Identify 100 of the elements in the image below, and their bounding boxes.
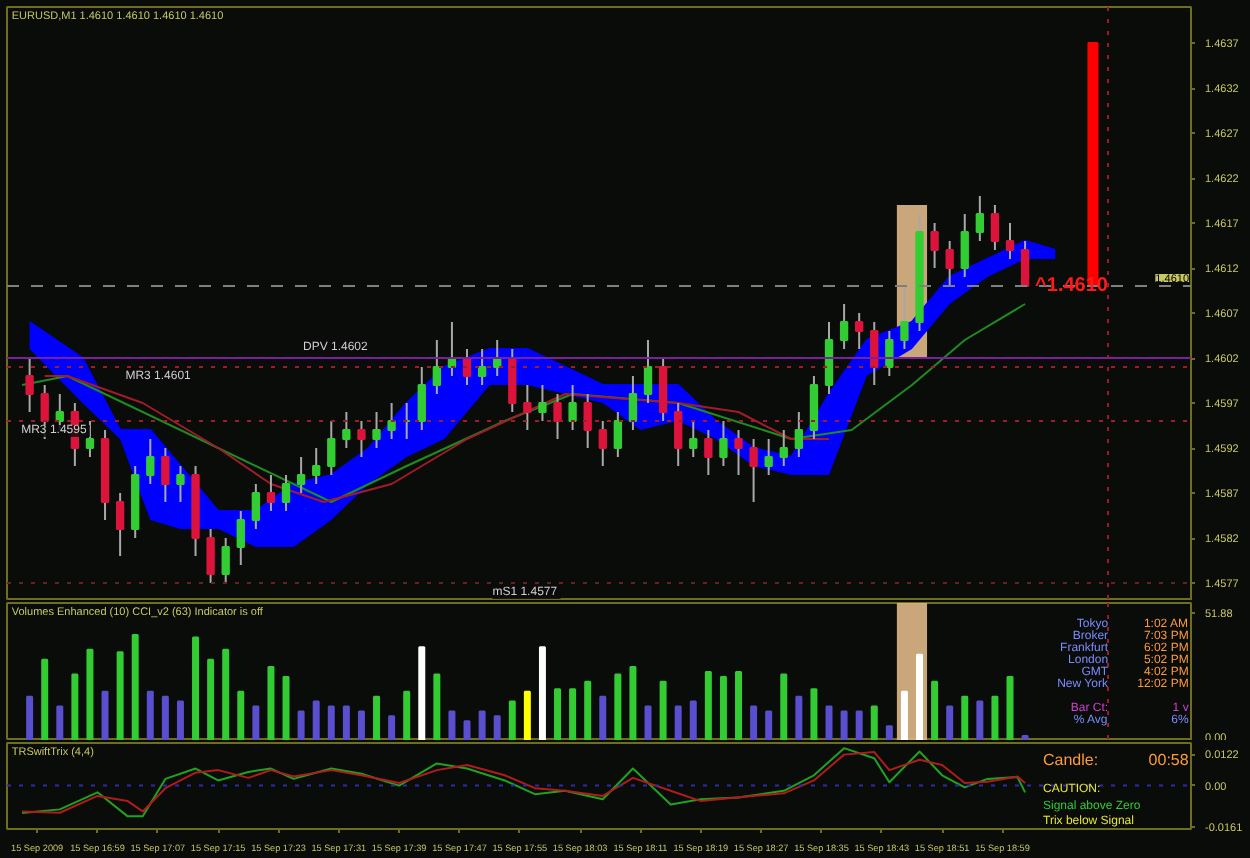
- candlestick: [689, 420, 698, 458]
- bar: [448, 710, 456, 740]
- candlestick: [809, 375, 819, 440]
- candlestick: [824, 321, 834, 395]
- bar: [719, 675, 727, 740]
- bar: [614, 673, 622, 740]
- bar: [976, 700, 984, 740]
- candlestick: [674, 402, 683, 467]
- bar: [297, 710, 305, 740]
- bar: [840, 710, 848, 740]
- candlestick: [236, 510, 245, 566]
- candlestick: [85, 420, 95, 458]
- candlestick: [930, 222, 939, 269]
- bar: [885, 725, 893, 740]
- bar: [327, 705, 335, 740]
- candlestick: [327, 420, 336, 476]
- bar: [659, 680, 667, 740]
- bar: [584, 680, 592, 740]
- bar: [116, 651, 124, 740]
- candlestick: [176, 465, 185, 503]
- candlestick: [734, 429, 743, 476]
- candlestick: [764, 438, 773, 476]
- bar: [161, 695, 169, 740]
- candlestick: [477, 348, 487, 386]
- bar: [795, 695, 803, 740]
- candlestick: [704, 429, 713, 476]
- candlestick: [794, 411, 804, 458]
- candlestick: [990, 204, 1000, 251]
- candlestick: [161, 447, 170, 503]
- bar: [176, 700, 184, 740]
- bar: [991, 695, 999, 740]
- candlestick: [779, 429, 788, 467]
- bar: [780, 673, 788, 740]
- bar: [735, 671, 742, 740]
- candlestick: [281, 474, 291, 512]
- bar: [388, 715, 396, 740]
- candlestick: [900, 285, 909, 350]
- bar: [312, 700, 320, 740]
- bar: [267, 666, 275, 740]
- candlestick: [749, 438, 758, 503]
- candlestick: [628, 375, 638, 431]
- candlestick: [1020, 240, 1030, 287]
- candlestick: [357, 420, 366, 458]
- candlestick: [1005, 222, 1015, 260]
- bar: [825, 705, 833, 740]
- bar: [433, 673, 441, 740]
- bar: [916, 653, 923, 740]
- bar: [704, 671, 712, 740]
- candlestick: [432, 339, 442, 395]
- bar: [403, 690, 411, 740]
- bar: [237, 690, 245, 740]
- bar: [41, 658, 49, 740]
- candlestick: [115, 492, 125, 557]
- bar: [855, 710, 863, 740]
- candlestick: [643, 339, 653, 404]
- candlestick: [568, 384, 577, 431]
- candlestick: [658, 357, 668, 422]
- candlestick: [960, 213, 969, 278]
- bar: [373, 695, 381, 740]
- candlestick: [372, 411, 381, 449]
- bar: [900, 690, 908, 740]
- bar: [961, 695, 969, 740]
- annotation: Candle:: [1043, 750, 1099, 769]
- bar: [508, 700, 516, 740]
- candlestick: [312, 447, 321, 485]
- candlestick: [251, 483, 261, 530]
- bar: [689, 700, 697, 740]
- candlestick: [975, 195, 985, 242]
- bar: [554, 688, 562, 740]
- line-series: [21, 303, 1027, 503]
- bar: [146, 690, 154, 740]
- bar: [523, 690, 531, 740]
- bar: [750, 705, 758, 740]
- candlestick: [221, 537, 230, 584]
- candlestick: [553, 393, 562, 440]
- bar: [538, 646, 546, 740]
- bar: [478, 710, 486, 740]
- bar: [282, 675, 290, 740]
- bar: [222, 648, 230, 740]
- bar: [674, 705, 682, 740]
- candlestick: [508, 348, 517, 413]
- candlestick: [296, 456, 306, 494]
- candlestick: [523, 384, 532, 431]
- candlestick: [598, 420, 607, 467]
- bar: [101, 690, 109, 740]
- bar: [931, 680, 939, 740]
- bar: [357, 710, 365, 740]
- candlestick: [613, 411, 623, 458]
- bar: [192, 636, 200, 740]
- candlestick: [387, 402, 396, 440]
- bar: [493, 715, 501, 740]
- annotation: 00:58: [1148, 750, 1190, 769]
- candlestick: [266, 474, 276, 512]
- bar: [252, 705, 260, 740]
- bar: [342, 705, 350, 740]
- candlestick: [417, 366, 426, 431]
- bar: [599, 695, 607, 740]
- bar: [629, 666, 637, 740]
- candlestick: [839, 303, 849, 350]
- candlestick: [885, 330, 894, 377]
